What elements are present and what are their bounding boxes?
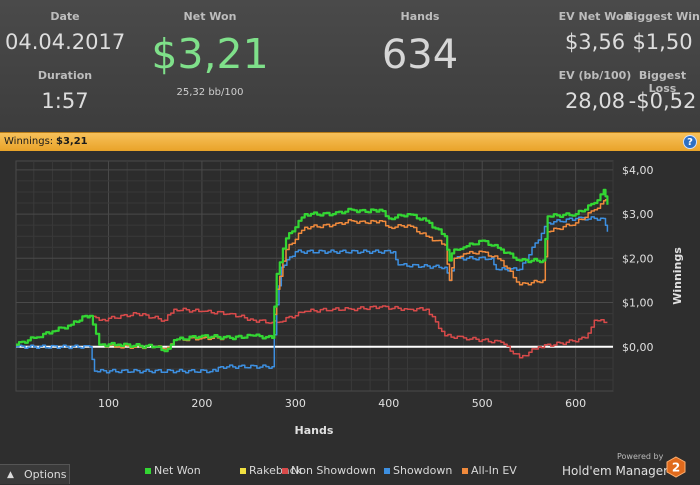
legend-swatch — [145, 468, 151, 474]
legend-label: Showdown — [393, 464, 453, 477]
y-tick-label: $3,00 — [622, 208, 654, 221]
x-tick-label: 500 — [472, 397, 493, 410]
biggest-win-label: Biggest Win — [625, 10, 700, 23]
y-tick-label: $4,00 — [622, 164, 654, 177]
x-tick-label: 100 — [98, 397, 119, 410]
biggest-loss-label: Biggest Loss — [638, 69, 687, 95]
hex-badge-icon: 2 — [666, 456, 686, 478]
x-tick-label: 200 — [191, 397, 212, 410]
duration-value: 1:57 — [41, 89, 89, 113]
x-axis-label: Hands — [295, 424, 334, 437]
ev-bb100-label: EV (bb/100) — [558, 69, 632, 82]
brand-logo: Powered by Hold'em Manager 2 — [562, 452, 688, 484]
net-won-bb100: 25,32 bb/100 — [176, 87, 244, 98]
footer-bar: ▲ Options Net Won Rakeback Non Showdown … — [0, 452, 700, 484]
legend-label: All-In EV — [471, 464, 517, 477]
brand-badge-number: 2 — [672, 461, 680, 475]
powered-by-text: Powered by — [617, 452, 664, 461]
help-icon[interactable]: ? — [683, 135, 697, 149]
y-tick-label: $0,00 — [622, 341, 654, 354]
date-label: Date — [50, 10, 80, 23]
net-won-value: $3,21 — [151, 30, 269, 78]
stats-header: Date 04.04.2017 Duration 1:57 Net Won $3… — [0, 0, 700, 132]
duration-label: Duration — [37, 69, 93, 82]
y-tick-label: $1,00 — [622, 297, 654, 310]
y-tick-label: $2,00 — [622, 252, 654, 265]
biggest-win-value: $1,50 — [632, 30, 693, 54]
legend-swatch — [462, 468, 468, 474]
ev-net-won-label: EV Net Won — [558, 10, 632, 23]
hands-value: 634 — [381, 32, 459, 78]
legend-swatch — [384, 468, 390, 474]
winnings-label: Winnings: — [4, 136, 54, 147]
legend-label: Net Won — [154, 464, 201, 477]
series-line-net-won — [16, 188, 609, 353]
date-value: 04.04.2017 — [5, 30, 126, 54]
legend-label: Non Showdown — [291, 464, 376, 477]
legend-swatch — [282, 468, 288, 474]
series-line-non-showdown — [16, 305, 608, 359]
ev-net-won-value: $3,56 — [564, 30, 626, 54]
options-button[interactable]: ▲ Options — [0, 464, 70, 484]
winnings-chart: 100 200 300 400 500 600 $0,00 $1,00 $2,00 $3,00 $4… — [0, 151, 700, 464]
brand-name: Hold'em Manager — [562, 464, 669, 478]
winnings-graph: 100 200 300 400 500 600 $0,00 $1,00 $2,00 $3,00 $4… — [15, 160, 684, 437]
x-tick-label: 300 — [285, 397, 306, 410]
x-tick-label: 400 — [378, 397, 399, 410]
winnings-bar: Winnings: $3,21 ? — [0, 132, 700, 152]
legend-label: Rakeback — [249, 464, 303, 477]
x-tick-label: 600 — [565, 397, 586, 410]
net-won-label: Net Won — [183, 10, 237, 23]
winnings-value: $3,21 — [56, 136, 88, 147]
ev-bb100-value: 28,08 — [564, 89, 626, 113]
options-label: Options — [24, 468, 67, 481]
hands-label: Hands — [400, 10, 440, 23]
series-line-showdown — [16, 216, 609, 374]
biggest-loss-value: -$0,52 — [628, 89, 697, 113]
legend-swatch — [240, 468, 246, 474]
chevron-up-icon: ▲ — [7, 470, 14, 480]
y-axis-label: Winnings — [671, 247, 684, 305]
